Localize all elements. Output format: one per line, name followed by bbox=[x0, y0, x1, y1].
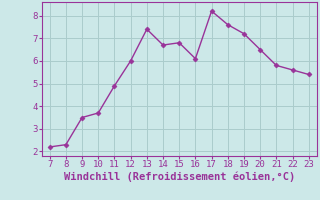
X-axis label: Windchill (Refroidissement éolien,°C): Windchill (Refroidissement éolien,°C) bbox=[64, 172, 295, 182]
